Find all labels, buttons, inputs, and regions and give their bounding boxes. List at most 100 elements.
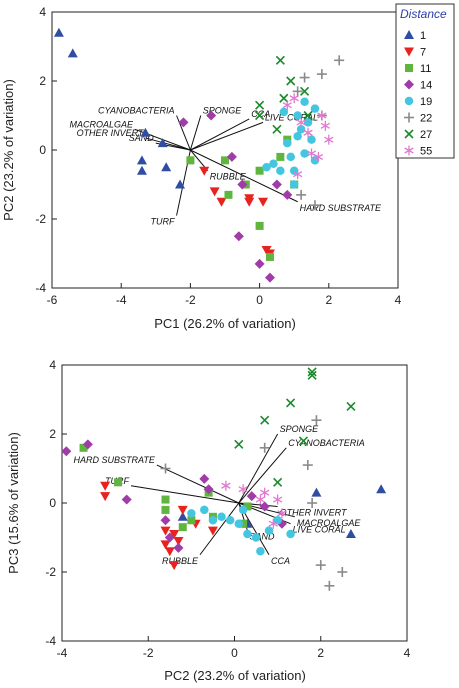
pc2-pc3-vector-label: RUBBLE <box>162 556 199 566</box>
pc2-pc3-points <box>61 367 387 591</box>
pc2-pc3-point-7 <box>160 526 171 536</box>
pc2-pc3-y-axis-label: PC3 (15.6% of variation) <box>6 432 21 574</box>
pc2-pc3-point-11 <box>114 478 123 487</box>
pc1-pc2-vector-line <box>145 137 191 151</box>
pc1-pc2-point-19 <box>307 135 316 144</box>
pc2-pc3-vector-label: CYANOBACTERIA <box>288 438 365 448</box>
pc2-pc3-vector-label: LIVE CORAL <box>293 525 346 535</box>
pc1-pc2-plot-frame <box>51 11 399 289</box>
pc1-pc2-point-14 <box>206 110 217 121</box>
pc1-pc2-point-27 <box>286 76 296 86</box>
pc1-pc2-x-axis-label: PC1 (26.2% of variation) <box>154 316 296 331</box>
pc2-pc3-point-7 <box>169 530 180 540</box>
pc2-pc3-point-11 <box>79 443 88 452</box>
pc1-pc2-x-tick-label: -4 <box>116 293 127 307</box>
pc1-pc2-point-14 <box>226 151 237 162</box>
legend-label-19: 19 <box>420 96 432 108</box>
pc1-pc2-point-55 <box>317 110 327 121</box>
legend-label-1: 1 <box>420 30 426 42</box>
pc2-pc3-point-27 <box>307 370 317 380</box>
pc2-pc3-point-7 <box>100 481 111 491</box>
pc2-pc3-point-19 <box>234 519 244 528</box>
pc1-pc2-point-1 <box>67 48 78 58</box>
legend-marker-19 <box>404 96 414 106</box>
pc1-pc2-point-27 <box>300 86 310 96</box>
pc2-pc3-point-1 <box>177 511 188 521</box>
pc2-pc3-point-55 <box>221 480 231 491</box>
pc1-pc2-vector-line <box>190 149 298 203</box>
pc1-pc2-point-1 <box>136 165 147 175</box>
pc2-pc3-point-22 <box>160 463 171 474</box>
pc1-pc2-point-14 <box>233 231 244 242</box>
pc1-pc2-point-22 <box>296 189 307 200</box>
pc1-pc2-point-19 <box>283 138 292 148</box>
pc1-pc2-x-tick-label: 4 <box>395 293 402 307</box>
pc1-pc2-point-19 <box>300 97 309 106</box>
pc2-pc3-point-7 <box>207 526 218 536</box>
pc2-pc3-vector-label: HARD SUBSTRATE <box>74 455 156 465</box>
pc2-pc3-point-14 <box>164 532 175 543</box>
pc2-pc3-point-27 <box>273 477 283 487</box>
pc2-pc3-point-27 <box>346 401 356 411</box>
pc2-pc3-point-27 <box>307 367 317 377</box>
pc1-pc2-point-1 <box>136 155 147 165</box>
pc1-pc2-vector-label: RUBBLE <box>210 172 247 182</box>
pc1-pc2-vector-line <box>176 115 191 151</box>
pc2-pc3-point-55 <box>272 494 283 505</box>
pc1-pc2-point-55 <box>296 117 306 128</box>
pc2-pc3-point-55 <box>255 494 266 505</box>
pc1-pc2-point-1 <box>161 162 172 172</box>
pc1-pc2-x-tick-label: -6 <box>47 293 58 307</box>
legend-label-55: 55 <box>420 146 432 158</box>
legend-marker-22 <box>404 112 414 123</box>
pc2-pc3-vector-label: SPONGE <box>280 424 320 434</box>
pc1-pc2-point-14 <box>264 272 275 283</box>
pc1-pc2-point-22 <box>334 55 345 66</box>
pc1-pc2-point-27 <box>275 55 285 65</box>
pc2-pc3-point-22 <box>259 442 270 453</box>
pc1-pc2-point-11 <box>265 252 274 261</box>
pc1-pc2-y-tick-label: -4 <box>35 281 46 295</box>
pc2-pc3-point-19 <box>264 526 274 535</box>
pc2-pc3-point-14 <box>246 491 257 502</box>
pc2-pc3-x-tick-label: 2 <box>317 646 324 660</box>
pc1-pc2-point-14 <box>254 258 265 269</box>
pc2-pc3-x-tick-label: 4 <box>404 646 411 660</box>
pc1-pc2-vector-label: HARD SUBSTRATE <box>300 203 382 213</box>
pc1-pc2-point-55 <box>293 169 303 180</box>
pc2-pc3-point-7 <box>164 547 175 557</box>
pc2-pc3-y-tick-label: -2 <box>45 565 56 579</box>
pc2-pc3-ticks: -4 -2 0 2 4 -4 -2 0 2 4 <box>45 358 410 660</box>
pc1-pc2-point-1 <box>157 138 168 148</box>
pc1-pc2-x-tick-label: -2 <box>185 293 196 307</box>
pc2-pc3-point-19 <box>286 529 295 539</box>
pc2-pc3-point-19 <box>200 505 209 515</box>
pc1-pc2-vector-label: CYANOBACTERIA <box>98 106 175 116</box>
pc1-pc2-point-7 <box>199 166 210 176</box>
pc2-pc3-point-27 <box>260 415 270 425</box>
pc2-pc3-point-14 <box>173 542 184 553</box>
pc1-pc2-point-7 <box>216 197 227 207</box>
pc2-pc3-point-22 <box>307 498 318 508</box>
legend-items: 1 7 11 14 19 22 27 55 <box>404 30 432 158</box>
pc1-pc2-point-7 <box>244 197 255 207</box>
pc2-pc3-panel: -4 -2 0 2 4 -4 -2 0 2 4 SPONGE CYANOBACTERIA HARD S… <box>6 358 411 683</box>
pc2-pc3-vector-label: CCA <box>271 556 290 566</box>
pc1-pc2-point-55 <box>289 93 299 104</box>
pc2-pc3-point-14 <box>82 439 93 450</box>
pc1-pc2-vector-label: LIVE CORAL <box>265 112 318 122</box>
pc2-pc3-point-27 <box>234 439 244 449</box>
pc2-pc3-point-14 <box>160 515 171 526</box>
pc2-pc3-point-14 <box>61 446 72 457</box>
pc1-pc2-point-55 <box>282 100 292 111</box>
pc2-pc3-point-14 <box>199 473 210 484</box>
pc2-pc3-point-27 <box>285 398 296 408</box>
pc2-pc3-point-19 <box>238 505 248 515</box>
pc2-pc3-point-1 <box>311 487 322 497</box>
pc2-pc3-point-19 <box>187 509 196 518</box>
legend-label-27: 27 <box>420 129 432 141</box>
pc2-pc3-vector-label: MACROALGAE <box>297 518 362 528</box>
